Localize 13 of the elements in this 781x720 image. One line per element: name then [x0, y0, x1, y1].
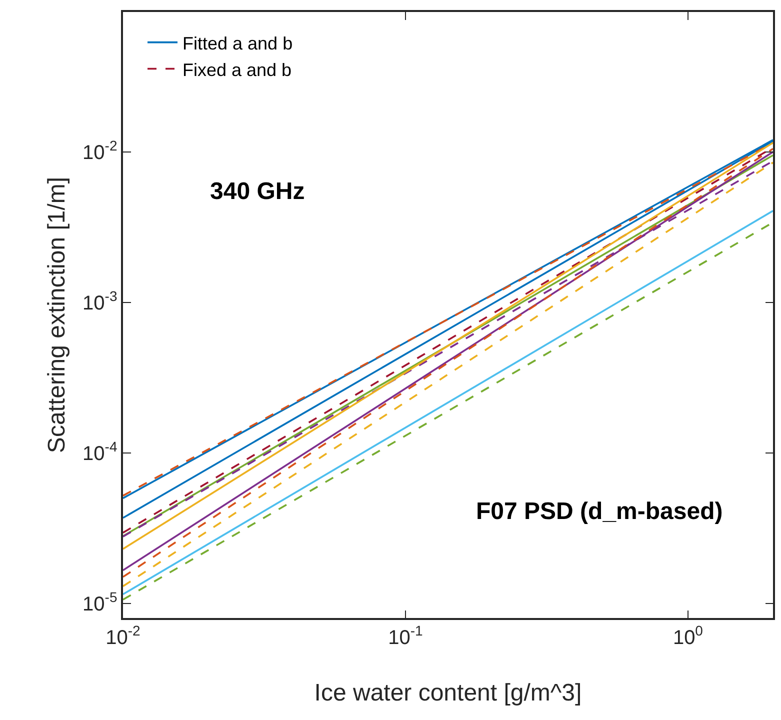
x-tick-label: 10$^{-1}$: [388, 622, 424, 649]
annotation: F07 PSD (d_m-based): [476, 498, 723, 525]
x-tick-label: 10$^{0}$: [672, 622, 704, 649]
x-tick-label: 10$^{-2}$: [106, 622, 141, 649]
y-axis-title: Scattering extinction [1/m]: [44, 176, 70, 454]
y-tick-label: 10$^{-2}$: [82, 137, 118, 164]
legend-label: Fixed a and b: [182, 60, 292, 80]
x-axis-title: Ice water content [g/m^3]: [314, 680, 582, 706]
y-tick-label: 10$^{-5}$: [82, 589, 118, 616]
legend-label: Fitted a and b: [182, 33, 293, 54]
y-tick-label: 10$^{-3}$: [82, 288, 118, 314]
annotation: 340 GHz: [210, 178, 305, 205]
y-tick-label: 10$^{-4}$: [82, 438, 118, 465]
